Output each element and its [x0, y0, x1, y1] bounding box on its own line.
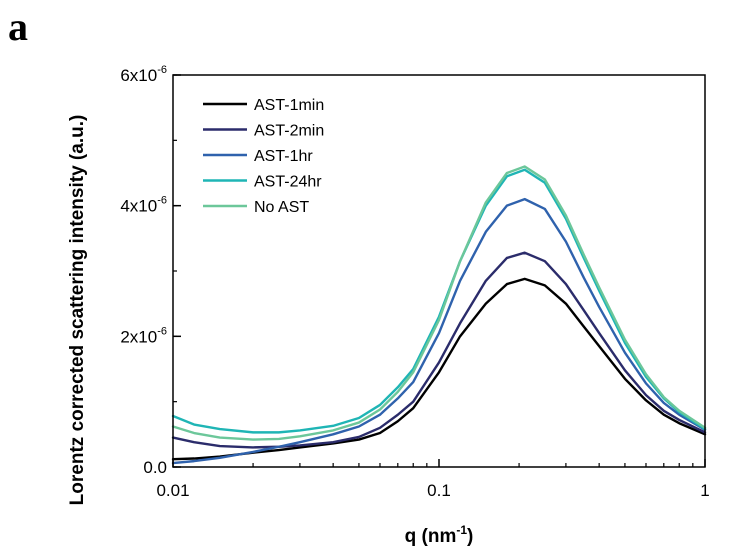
plot-frame: [172, 74, 706, 468]
legend-label-4: AST-24hr: [254, 174, 322, 191]
legend-label-2: AST-2min: [254, 123, 324, 140]
y-tick-label: 2x10-6: [120, 325, 167, 346]
y-tick-label: 0.0: [143, 458, 167, 477]
panel-label: a: [8, 4, 28, 49]
y-tick-label: 6x10-6: [120, 64, 167, 85]
legend-label-3: AST-1hr: [254, 148, 313, 165]
series-line-2: [171, 251, 707, 449]
x-axis: 0.01 0.1 1: [156, 459, 710, 500]
x-tick-label: 0.01: [156, 481, 189, 500]
legend: AST-1min AST-2min AST-1hr AST-24hr No AST: [203, 97, 324, 216]
y-tick-label: 4x10-6: [120, 195, 167, 216]
legend-label-1: AST-1min: [254, 97, 324, 114]
x-tick-label: 1: [700, 481, 709, 500]
series-line-3: [171, 197, 707, 465]
y-axis: 0.0 2x10-6 4x10-6 6x10-6: [120, 64, 181, 477]
y-axis-title: Lorentz corrected scattering intensity (…: [67, 115, 88, 506]
series-line-1: [171, 277, 707, 461]
x-axis-title: q (nm-1): [405, 523, 474, 547]
series-line-4: [171, 168, 707, 434]
legend-label-5: No AST: [254, 199, 309, 216]
series-line-5: [171, 165, 707, 441]
x-tick-label: 0.1: [427, 481, 451, 500]
series-layer: [171, 165, 707, 465]
